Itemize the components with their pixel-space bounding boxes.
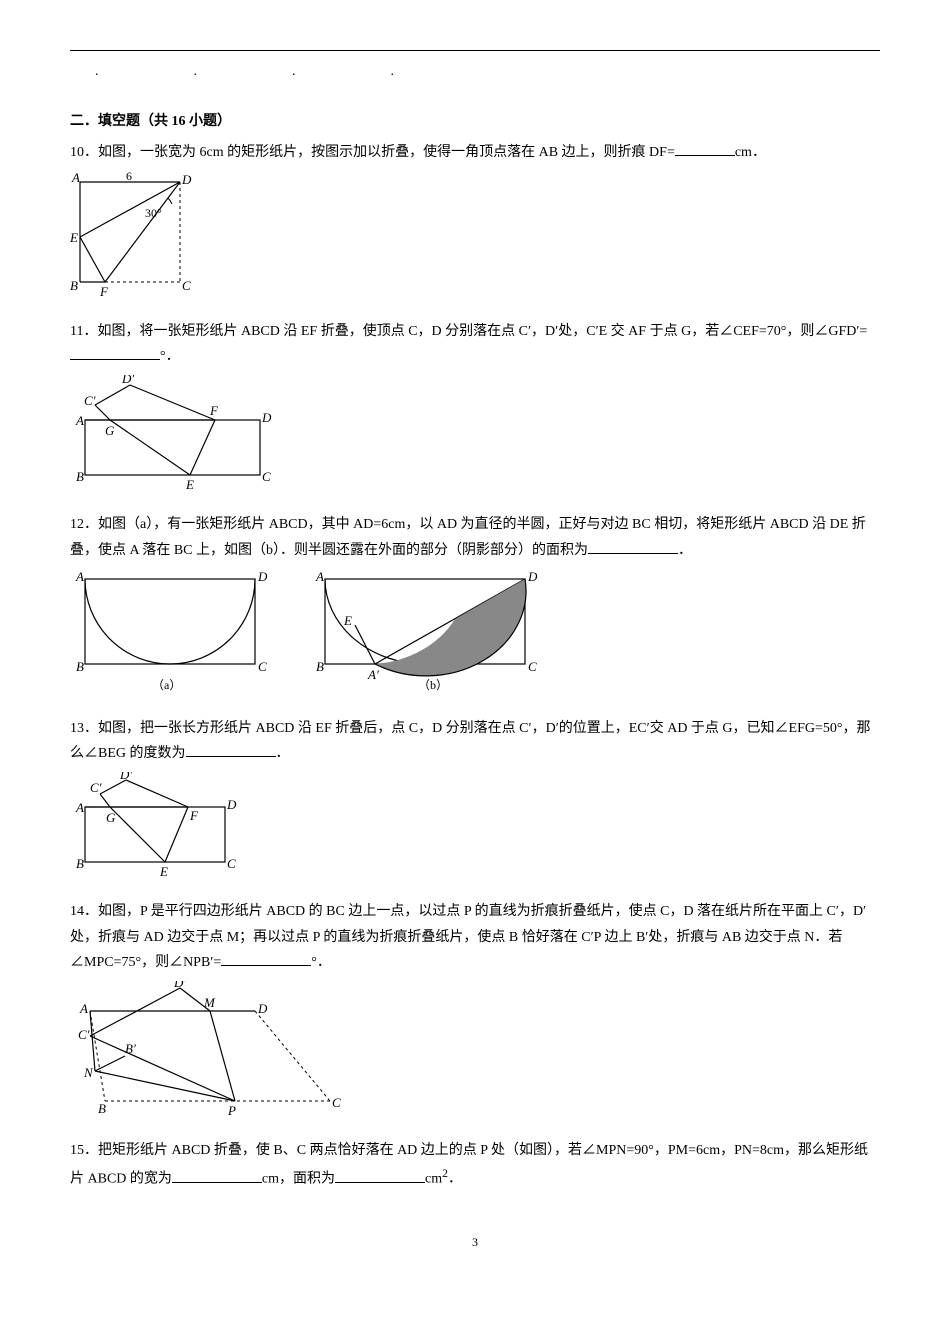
blank (70, 345, 160, 360)
svg-text:B: B (98, 1101, 106, 1116)
svg-text:D: D (257, 569, 268, 584)
svg-text:C: C (182, 278, 191, 293)
svg-text:P: P (227, 1103, 236, 1118)
svg-text:B: B (76, 856, 84, 871)
problem-11-text: 11．如图，将一张矩形纸片 ABCD 沿 EF 折叠，使顶点 C，D 分别落在点… (70, 324, 867, 339)
dot: . (194, 59, 198, 84)
blank (588, 539, 678, 554)
svg-text:B: B (70, 278, 78, 293)
svg-text:D′: D′ (119, 772, 132, 782)
svg-text:D: D (257, 1001, 268, 1016)
svg-text:A: A (315, 569, 324, 584)
dots-row: . . . . (95, 59, 880, 84)
svg-text:F: F (99, 284, 109, 299)
figure-14: A B C D M P N B′ C′ D′ (70, 981, 880, 1130)
problem-12-text: 12．如图（a），有一张矩形纸片 ABCD，其中 AD=6cm，以 AD 为直径… (70, 517, 866, 557)
svg-text:D: D (226, 797, 237, 812)
svg-text:G: G (105, 423, 115, 438)
svg-text:C′: C′ (84, 393, 96, 408)
svg-text:A: A (75, 413, 84, 428)
svg-text:A′: A′ (367, 667, 379, 682)
svg-text:M: M (203, 995, 216, 1010)
svg-text:B: B (76, 659, 84, 674)
svg-text:30°: 30° (145, 206, 162, 220)
problem-13: 13．如图，把一张长方形纸片 ABCD 沿 EF 折叠后，点 C，D 分别落在点… (70, 716, 880, 766)
svg-text:C: C (227, 856, 236, 871)
svg-text:E: E (343, 613, 352, 628)
problem-11: 11．如图，将一张矩形纸片 ABCD 沿 EF 折叠，使顶点 C，D 分别落在点… (70, 319, 880, 369)
svg-text:C: C (528, 659, 537, 674)
page-number: 3 (70, 1232, 880, 1254)
superscript-2: 2 (442, 1167, 448, 1180)
svg-text:B: B (76, 469, 84, 484)
svg-text:B′: B′ (125, 1041, 136, 1056)
svg-text:F: F (189, 808, 199, 823)
svg-text:F: F (209, 403, 219, 418)
svg-text:D: D (527, 569, 538, 584)
dot: . (95, 59, 99, 84)
problem-12-end: ． (678, 543, 692, 558)
blank (335, 1168, 425, 1183)
problem-10: 10．如图，一张宽为 6cm 的矩形纸片，按图示加以折叠，使得一角顶点落在 AB… (70, 140, 880, 165)
section-title: 二．填空题（共 16 小题） (70, 109, 880, 134)
problem-13-end: ． (276, 746, 290, 761)
svg-text:C′: C′ (78, 1027, 90, 1042)
top-horizontal-rule (70, 50, 880, 51)
problem-15-text-c: cm (425, 1172, 442, 1187)
problem-15: 15．把矩形纸片 ABCD 折叠，使 B、C 两点恰好落在 AD 边上的点 P … (70, 1138, 880, 1192)
svg-text:D: D (181, 172, 192, 187)
problem-14-text: 14．如图，P 是平行四边形纸片 ABCD 的 BC 边上一点，以过点 P 的直… (70, 904, 866, 969)
blank (186, 742, 276, 757)
svg-text:B: B (316, 659, 324, 674)
svg-text:（a）: （a） (152, 678, 181, 692)
problem-11-unit: °． (160, 349, 180, 364)
svg-text:D′: D′ (121, 375, 134, 386)
svg-text:N: N (83, 1065, 94, 1080)
problem-14: 14．如图，P 是平行四边形纸片 ABCD 的 BC 边上一点，以过点 P 的直… (70, 899, 880, 975)
problem-15-text-b: cm，面积为 (262, 1172, 335, 1187)
svg-text:E: E (185, 477, 194, 492)
svg-text:C: C (258, 659, 267, 674)
svg-text:A: A (75, 569, 84, 584)
svg-text:A: A (79, 1001, 88, 1016)
svg-text:D: D (261, 410, 272, 425)
svg-text:C: C (332, 1095, 341, 1110)
blank (675, 141, 735, 156)
figure-12a: A D B C （a） (70, 569, 270, 708)
svg-text:6: 6 (126, 172, 132, 183)
problem-12: 12．如图（a），有一张矩形纸片 ABCD，其中 AD=6cm，以 AD 为直径… (70, 512, 880, 562)
dot: . (391, 59, 395, 84)
figure-11: A B C D E F G C′ D′ (70, 375, 880, 504)
figure-10: A 6 D E B F C 30° (70, 172, 880, 311)
blank (221, 951, 311, 966)
problem-14-unit: °． (311, 955, 331, 970)
problem-10-text: 10．如图，一张宽为 6cm 的矩形纸片，按图示加以折叠，使得一角顶点落在 AB… (70, 145, 675, 160)
svg-text:A: A (71, 172, 80, 185)
svg-text:C: C (262, 469, 271, 484)
svg-text:D′: D′ (173, 981, 186, 990)
svg-text:E: E (70, 230, 78, 245)
blank (172, 1168, 262, 1183)
svg-text:G: G (106, 810, 116, 825)
svg-text:（b）: （b） (418, 678, 448, 692)
svg-text:A: A (75, 800, 84, 815)
figure-13: A B C D E F G C′ D′ (70, 772, 880, 891)
figure-12b: A D B C E A′ （b） (310, 569, 550, 708)
problem-10-unit: cm． (735, 145, 766, 160)
svg-text:E: E (159, 864, 168, 879)
figure-12: A D B C （a） A D B C E A′ （b） (70, 569, 880, 708)
svg-text:C′: C′ (90, 780, 102, 795)
dot: . (292, 59, 296, 84)
